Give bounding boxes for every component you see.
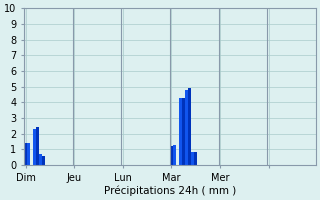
Bar (170, 146, 173, 165)
Bar (39, 154, 42, 165)
Bar (36, 127, 39, 165)
Bar (33, 129, 36, 165)
Bar (188, 88, 191, 165)
Bar (185, 90, 188, 165)
Bar (24, 143, 27, 165)
Bar (191, 152, 194, 165)
Bar (173, 145, 176, 165)
Bar (179, 98, 182, 165)
Bar (27, 143, 30, 165)
Bar (43, 156, 45, 165)
Bar (182, 98, 185, 165)
X-axis label: Précipitations 24h ( mm ): Précipitations 24h ( mm ) (104, 185, 236, 196)
Bar (195, 152, 197, 165)
